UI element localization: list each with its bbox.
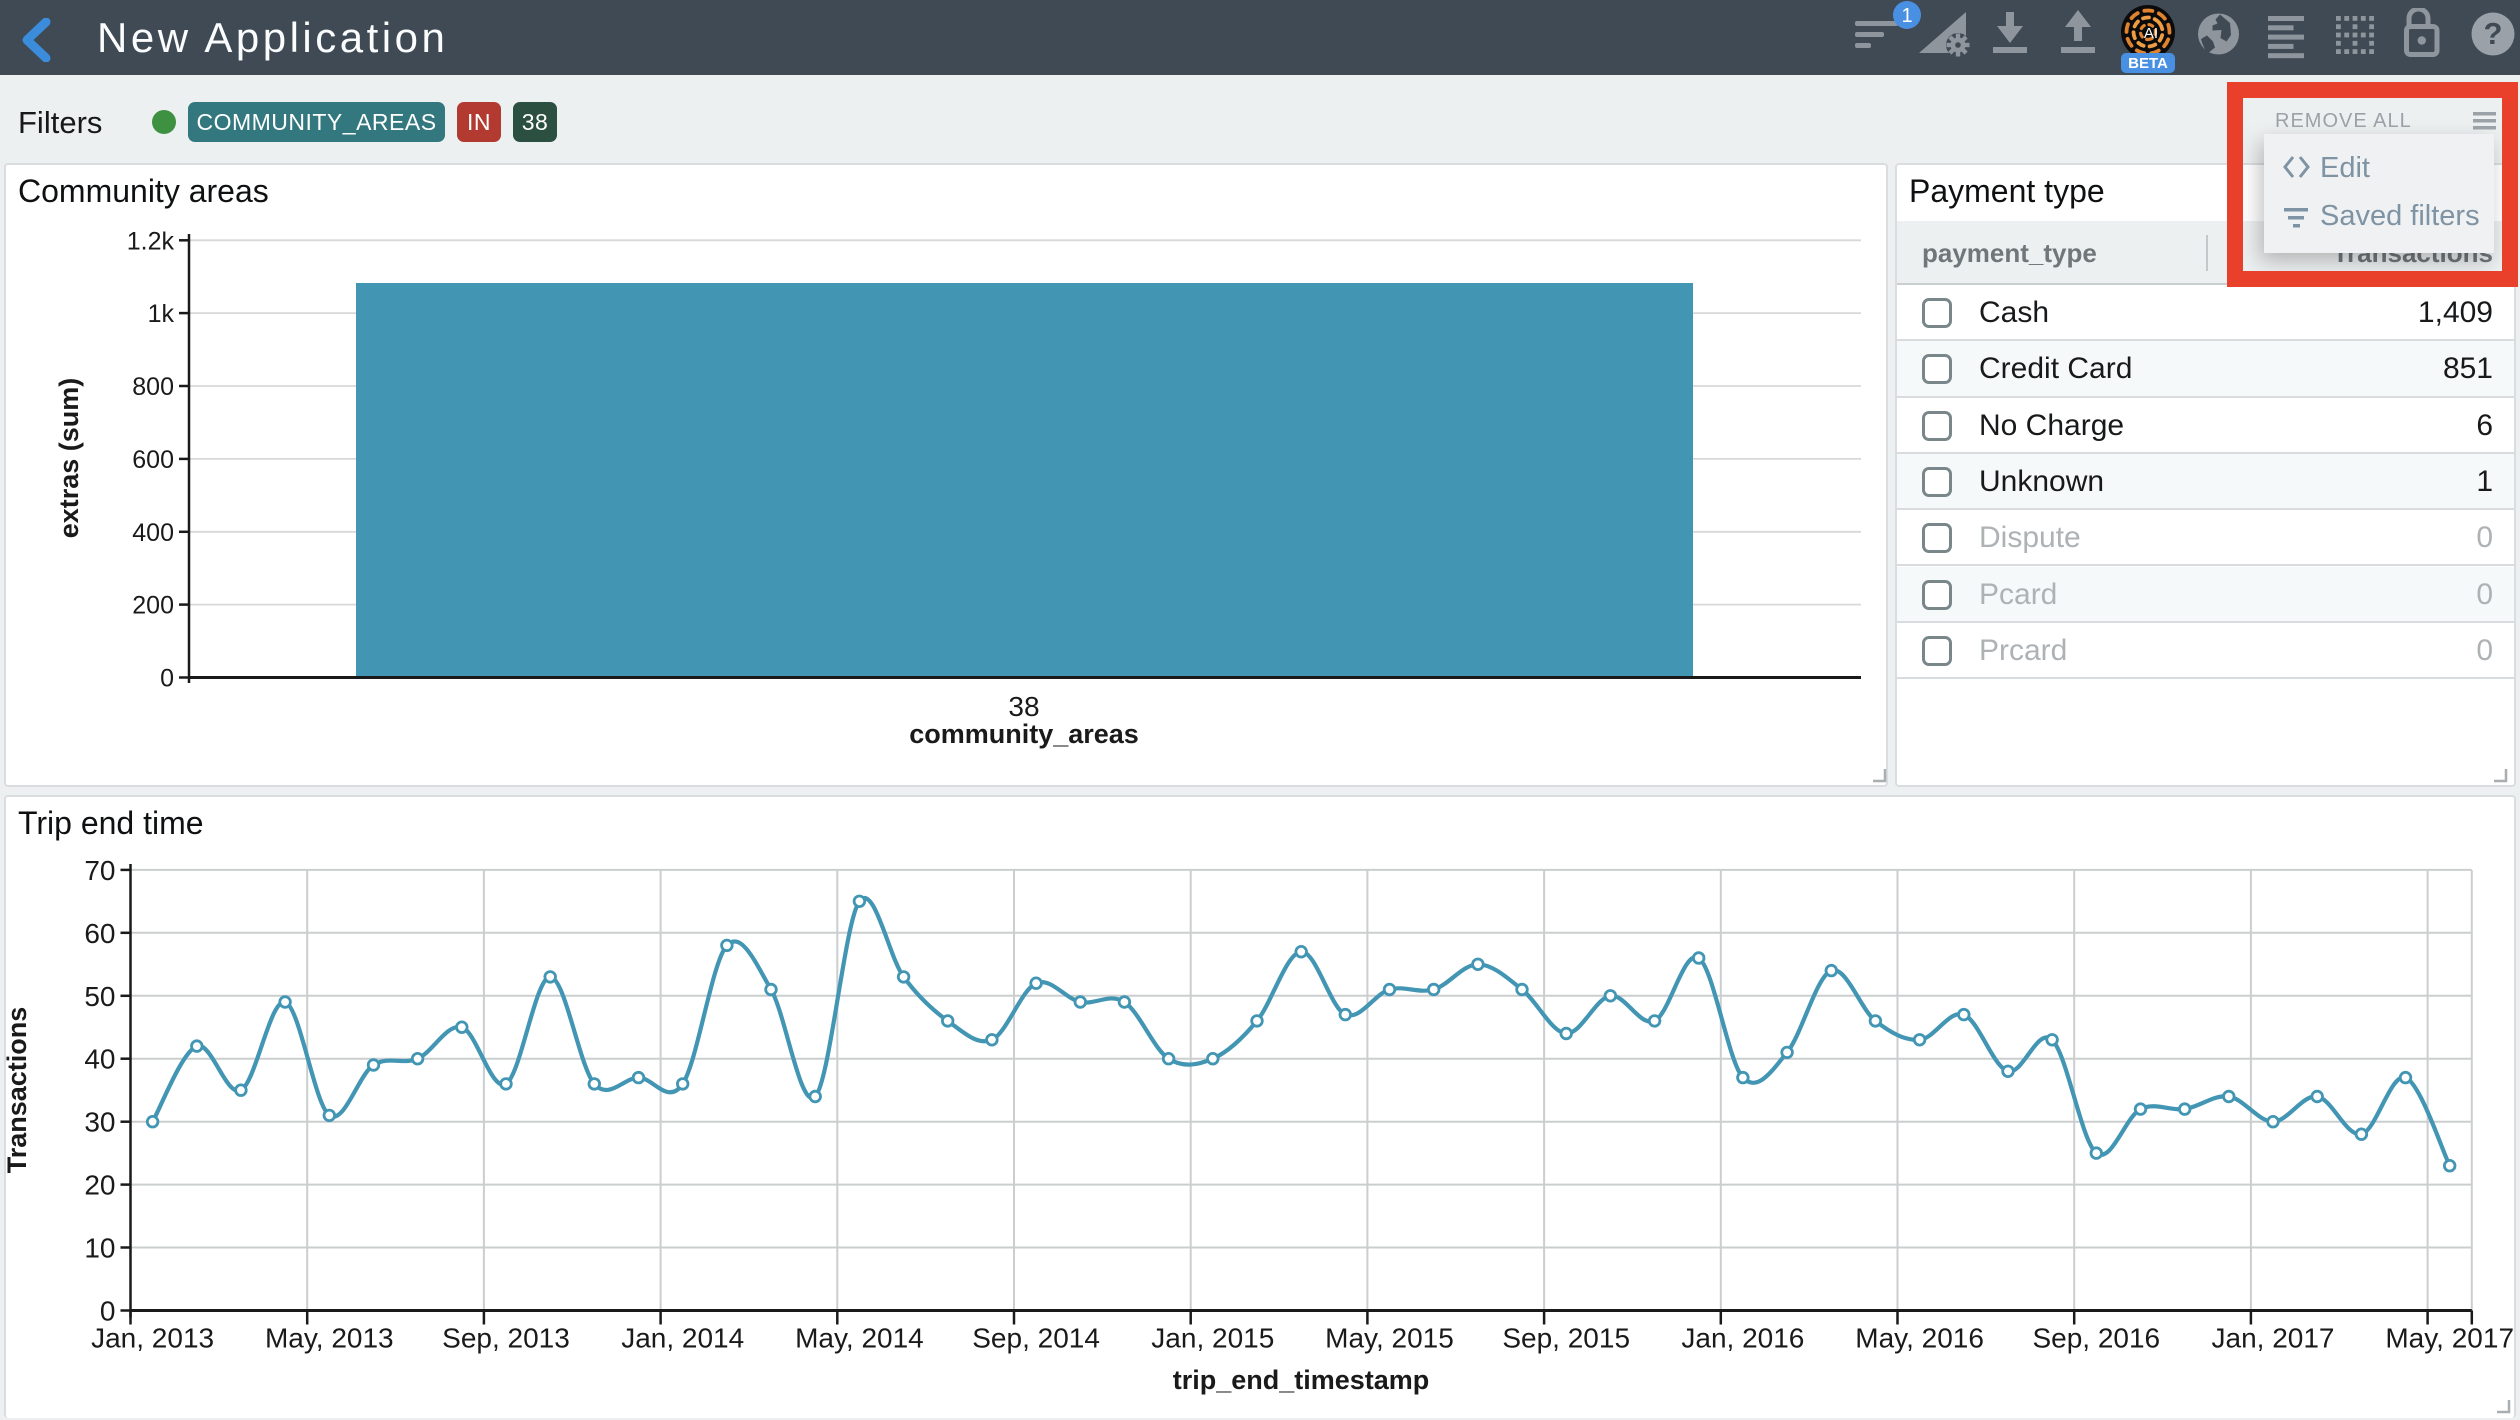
svg-text:38: 38 bbox=[1008, 691, 1039, 722]
svg-text:Sep, 2014: Sep, 2014 bbox=[972, 1323, 1100, 1354]
svg-text:Jan, 2015: Jan, 2015 bbox=[1151, 1323, 1274, 1354]
svg-text:800: 800 bbox=[132, 373, 174, 401]
svg-text:600: 600 bbox=[132, 446, 174, 474]
svg-text:1: 1 bbox=[1901, 5, 1912, 27]
svg-text:Jan, 2014: Jan, 2014 bbox=[621, 1323, 744, 1354]
svg-text:30: 30 bbox=[84, 1107, 115, 1138]
svg-text:May, 2017: May, 2017 bbox=[2385, 1323, 2514, 1354]
svg-text:60: 60 bbox=[84, 918, 115, 949]
svg-text:Jan, 2017: Jan, 2017 bbox=[2212, 1323, 2335, 1354]
svg-text:Sep, 2016: Sep, 2016 bbox=[2032, 1323, 2160, 1354]
svg-text:Jan, 2013: Jan, 2013 bbox=[91, 1323, 214, 1354]
svg-text:?: ? bbox=[2484, 16, 2503, 51]
svg-text:200: 200 bbox=[132, 592, 174, 620]
svg-text:May, 2014: May, 2014 bbox=[795, 1323, 924, 1354]
svg-text:50: 50 bbox=[84, 981, 115, 1012]
svg-text:extras (sum): extras (sum) bbox=[54, 378, 84, 539]
svg-text:0: 0 bbox=[100, 1296, 116, 1327]
svg-text:Sep, 2013: Sep, 2013 bbox=[442, 1323, 570, 1354]
svg-text:BETA: BETA bbox=[2128, 55, 2168, 72]
svg-text:May, 2016: May, 2016 bbox=[1855, 1323, 1984, 1354]
svg-text:10: 10 bbox=[84, 1233, 115, 1264]
svg-text:1.2k: 1.2k bbox=[127, 227, 175, 255]
svg-text:May, 2015: May, 2015 bbox=[1325, 1323, 1454, 1354]
svg-text:1k: 1k bbox=[148, 300, 175, 328]
svg-text:20: 20 bbox=[84, 1170, 115, 1201]
svg-text:0: 0 bbox=[160, 665, 174, 693]
svg-text:community_areas: community_areas bbox=[909, 719, 1139, 749]
svg-text:Jan, 2016: Jan, 2016 bbox=[1681, 1323, 1804, 1354]
svg-text:400: 400 bbox=[132, 519, 174, 547]
svg-text:May, 2013: May, 2013 bbox=[265, 1323, 394, 1354]
svg-text:40: 40 bbox=[84, 1044, 115, 1075]
svg-text:AI: AI bbox=[2144, 25, 2158, 42]
svg-text:70: 70 bbox=[84, 855, 115, 886]
svg-text:Sep, 2015: Sep, 2015 bbox=[1502, 1323, 1630, 1354]
svg-text:Transactions: Transactions bbox=[6, 1007, 32, 1174]
svg-text:trip_end_timestamp: trip_end_timestamp bbox=[1173, 1365, 1430, 1395]
